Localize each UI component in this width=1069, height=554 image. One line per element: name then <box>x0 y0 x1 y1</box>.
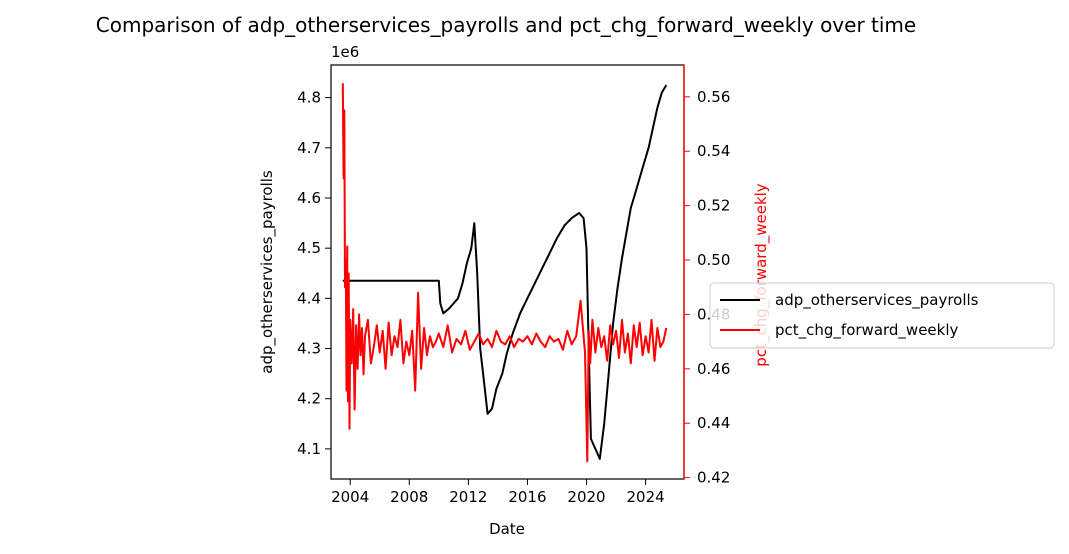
series-line-payrolls <box>342 84 668 460</box>
series-line-pct-chg <box>341 83 668 463</box>
left-tick-label: 4.7 <box>297 139 321 157</box>
legend-label-pct-chg: pct_chg_forward_weekly <box>775 321 959 340</box>
x-tick-label: 2008 <box>390 488 428 506</box>
left-tick-label: 4.3 <box>297 340 321 358</box>
left-tick-label: 4.2 <box>297 390 321 408</box>
right-tick-label: 0.56 <box>697 88 730 106</box>
right-tick-label: 0.54 <box>697 142 730 160</box>
right-axis: 0.420.440.460.480.500.520.540.56 <box>683 65 730 487</box>
right-tick-label: 0.52 <box>697 197 730 215</box>
plot-area <box>330 64 685 480</box>
x-tick-label: 2024 <box>627 488 665 506</box>
chart-title: Comparison of adp_otherservices_payrolls… <box>96 13 916 37</box>
right-tick-label: 0.50 <box>697 251 730 269</box>
plot-frame <box>330 64 685 480</box>
x-tick-label: 2004 <box>331 488 369 506</box>
left-axis-label: adp_otherservices_payrolls <box>258 170 277 374</box>
legend-label-payrolls: adp_otherservices_payrolls <box>775 291 979 310</box>
series-layer <box>341 83 668 463</box>
x-axis: 2004 2008 2012 2016 2020 2024 <box>331 479 665 506</box>
right-tick-label: 0.42 <box>697 469 730 487</box>
x-tick-label: 2012 <box>449 488 487 506</box>
left-axis: 4.1 4.2 4.3 4.4 4.5 4.6 4.7 4.8 <box>297 89 331 458</box>
left-tick-label: 4.5 <box>297 239 321 257</box>
x-axis-label: Date <box>489 520 525 538</box>
x-tick-label: 2016 <box>508 488 546 506</box>
legend: adp_otherservices_payrolls pct_chg_forwa… <box>709 282 1055 349</box>
left-axis-offset-text: 1e6 <box>331 43 359 61</box>
left-tick-label: 4.8 <box>297 89 321 107</box>
left-tick-label: 4.1 <box>297 440 321 458</box>
left-tick-label: 4.6 <box>297 189 321 207</box>
left-tick-label: 4.4 <box>297 289 321 307</box>
legend-box <box>709 282 1055 349</box>
x-tick-label: 2020 <box>567 488 605 506</box>
right-tick-label: 0.46 <box>697 360 730 378</box>
right-tick-label: 0.44 <box>697 414 730 432</box>
